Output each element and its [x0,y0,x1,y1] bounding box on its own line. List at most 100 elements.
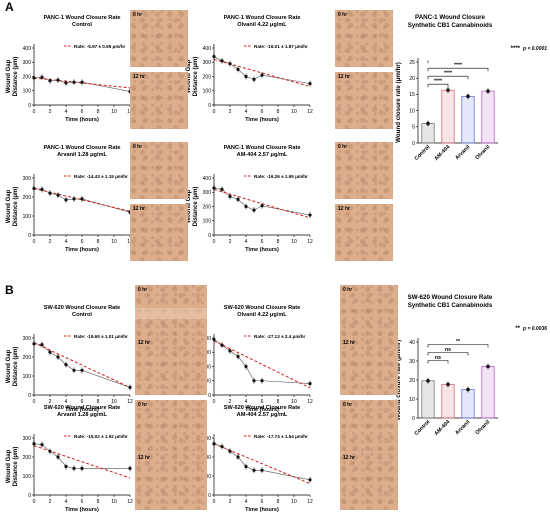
x-tick-label: 2 [49,499,52,505]
chart-subtitle: Synthetic CB1 Cannabinoids [408,22,493,29]
x-tick-label: Arvanil [454,144,472,162]
legend-label: Rate: -19.65 ± 1.01 μm/hr [74,334,128,339]
y-tick-label: 200 [23,195,32,201]
y-axis-label-line1: Wound Gap [6,59,12,93]
x-tick-label: 10 [111,399,117,405]
x-tick-label: 10 [291,239,297,245]
y-tick-label: 0 [28,103,31,109]
y-tick-label: 100 [23,89,32,95]
y-axis-label-line1: Wound Gap [6,189,12,223]
x-tick-label: 6 [261,239,264,245]
x-tick-label: 0 [213,109,216,115]
plot-b3: SW-620 Wound Closure Rate Arvanil 1.28 μg… [0,400,135,515]
data-point [48,350,52,354]
x-tick-label: 12 [307,499,313,505]
micro-label: 0 hr [133,12,143,18]
sig-bracket [427,360,449,364]
data-point [212,54,216,59]
micro-b4-0hr: 0 hr [340,400,398,457]
data-point [228,349,232,353]
x-tick-label: 8 [97,499,100,505]
bar-mean-point [486,364,490,369]
legend-label: Rate: -5.97 ± 0.55 μm/hr [74,44,126,49]
plot-b1: SW-620 Wound Closure Rate Control 0 100 200 3… [0,300,135,415]
y-tick-label: 0 [28,233,31,239]
data-point [220,59,224,63]
x-tick-label: 0 [213,399,216,405]
y-tick-label: 300 [23,176,32,182]
x-tick-label: 6 [261,399,264,405]
chart-title: SW-620 Wound Closure Rate [224,405,301,411]
y-tick-label: 300 [23,436,32,442]
y-tick-label: 200 [203,204,212,210]
y-tick-label: 100 [203,89,212,95]
data-point [64,363,68,367]
micro-label: 12 hr [133,206,145,212]
data-point [236,67,240,71]
bar-chart-b: SW-620 Wound Closure Rate Synthetic CB1 C… [380,290,547,460]
x-tick-label: 12 [307,109,313,115]
micro-a3-0hr: 0 hr [130,142,188,199]
data-point [260,73,264,77]
sig-label: ** [456,339,461,345]
data-point [64,81,68,85]
bar-mean-point [466,94,470,99]
x-axis-label: Time (hours) [245,407,279,413]
bar-mean-point [426,378,430,383]
bar [441,383,455,419]
y-tick-label: 0 [412,416,415,422]
chart-subtitle: Olvanil 4.22 μg/mL [237,22,287,28]
x-tick-label: 12 [127,499,133,505]
data-line [33,443,130,469]
y-tick-label: 10 [409,397,415,403]
x-tick-label: 4 [65,109,68,115]
y-tick-label: 300 [203,190,212,196]
data-point [244,464,248,469]
y-tick-label: 30 [409,359,415,365]
y-tick-label: 200 [23,74,32,80]
micro-a1-12hr: 12 hr [130,72,188,129]
x-tick-label: Arvanil [454,419,472,437]
y-axis-label-line2: Distance (μm) [193,57,199,97]
data-point [80,197,84,201]
micro-label: 0 hr [133,144,143,150]
x-tick-label: 6 [81,499,84,505]
data-point [220,444,224,449]
data-point [80,80,84,84]
data-point [72,80,76,84]
x-tick-label: 10 [111,239,117,245]
chart-svg: PANC-1 Wound Closure RateControl01002003… [6,15,133,123]
x-tick-label: 0 [33,109,36,115]
bar-mean-point [446,382,450,387]
fit-line [213,443,311,485]
data-point [228,62,232,66]
y-tick-label: 0 [208,493,211,499]
legend-label: Rate: -27.13 ± 2.4 μm/hr [254,334,306,339]
data-point [252,379,256,383]
x-tick-label: 6 [81,399,84,405]
y-axis-label: Wound closure rate (μm/hr) [395,62,402,143]
x-tick-label: 2 [229,109,232,115]
x-tick-label: 0 [33,499,36,505]
data-point [220,187,224,191]
legend-label: Rate: -16.01 ± 1.87 μm/hr [254,44,308,49]
data-point [32,186,36,191]
y-tick-label: 15 [409,92,415,98]
micro-label: 12 hr [343,455,355,461]
y-tick-label: 200 [23,455,32,461]
p-value-label: p = 0.0036 [522,326,547,332]
y-axis-label-text: Wound closure rate (μm/hr) [395,62,402,143]
data-point [56,355,60,359]
chart-title: SW-620 Wound Closure Rate [224,305,301,311]
data-point [212,186,216,190]
x-tick-label: 10 [291,109,297,115]
micro-b2-0hr: 0 hr [340,285,398,342]
x-tick-label-group: Olvanil [474,419,491,436]
y-tick-label: 400 [23,46,32,52]
data-point [236,197,240,201]
y-axis-label-line1: Wound Gap [186,59,192,93]
data-point [260,204,264,208]
